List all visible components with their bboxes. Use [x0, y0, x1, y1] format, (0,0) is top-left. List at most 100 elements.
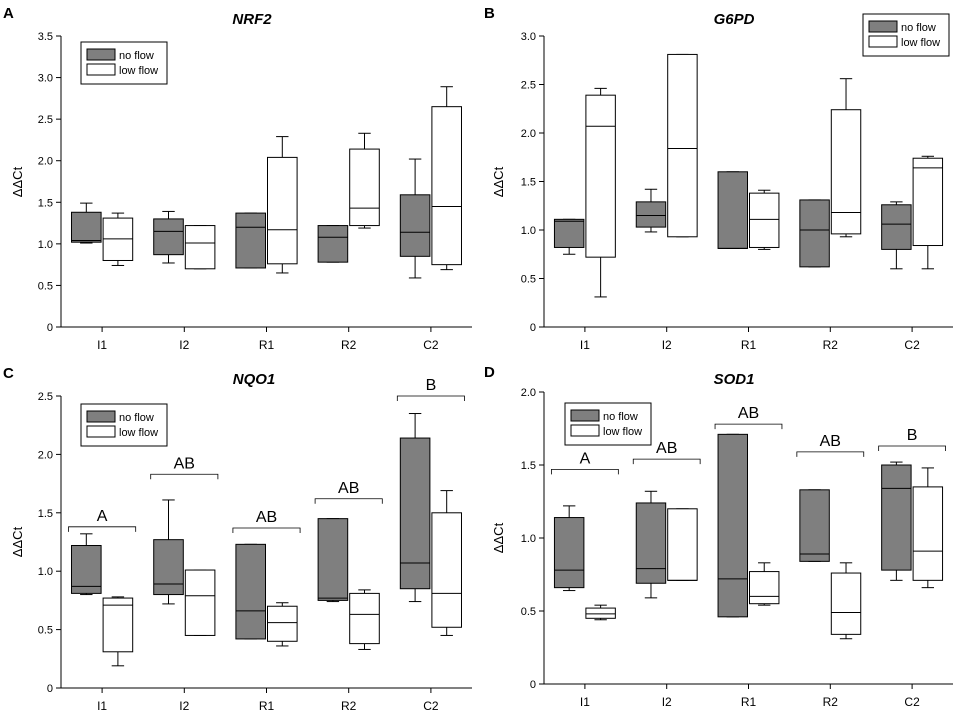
- panel-d: D SOD1 ΔΔCt 0 0.5 1.0 1.5 2.0 I1 I2 R1 R2 C2 A AB AB AB B…: [484, 364, 953, 709]
- box-body: [267, 605, 298, 642]
- significance-label-r1: AB: [232, 509, 301, 533]
- significance-bracket: [796, 451, 865, 457]
- box-body: [184, 225, 216, 270]
- box-body: [717, 171, 749, 249]
- y-tick-label: 2.0: [521, 387, 536, 399]
- box-low-flow-r1: [749, 189, 780, 250]
- box-low-flow-i2: [667, 508, 698, 581]
- box-no-flow-i2: [635, 490, 667, 599]
- box-no-flow-i1: [553, 505, 585, 592]
- box-body: [235, 212, 267, 269]
- legend-swatch-no-flow: [868, 20, 898, 33]
- box-low-flow-r1: [267, 136, 298, 274]
- significance-label-i1: A: [68, 508, 137, 532]
- box-body: [830, 109, 862, 235]
- x-tick-label-r1: R1: [741, 695, 757, 709]
- box-body: [153, 539, 184, 596]
- box-body: [553, 218, 585, 248]
- y-tick-label: 1.5: [521, 460, 536, 472]
- panel-letter: C: [3, 365, 14, 382]
- box-body: [553, 517, 585, 589]
- significance-bracket: [314, 498, 383, 504]
- significance-text: B: [426, 377, 437, 394]
- box-low-flow-i1: [102, 596, 134, 667]
- panel-letter: D: [484, 364, 495, 381]
- legend: no flow low flow: [80, 41, 168, 85]
- panel-letter: A: [3, 5, 14, 22]
- significance-text: AB: [656, 440, 677, 457]
- box-no-flow-r2: [799, 199, 830, 268]
- y-tick-label: 0: [47, 683, 53, 695]
- significance-label-c2: B: [878, 427, 946, 452]
- significance-bracket: [714, 423, 783, 430]
- x-tick-label-r2: R2: [823, 338, 839, 352]
- box-low-flow-c2: [431, 490, 462, 636]
- box-no-flow-r1: [717, 171, 749, 249]
- box-body: [431, 106, 462, 266]
- box-no-flow-i1: [71, 202, 102, 244]
- box-no-flow-r1: [717, 433, 749, 618]
- box-low-flow-r2: [830, 562, 862, 640]
- x-tick-label-i1: I1: [97, 699, 107, 712]
- legend-label-low-flow: low flow: [119, 65, 158, 77]
- box-body: [349, 148, 380, 227]
- box-low-flow-r2: [349, 589, 380, 650]
- box-body: [267, 156, 298, 265]
- legend-swatch-no-flow: [86, 410, 116, 423]
- box-no-flow-c2: [881, 461, 912, 581]
- box-body: [585, 94, 616, 258]
- y-tick-label: 0.5: [38, 625, 53, 637]
- box-low-flow-r1: [267, 602, 298, 647]
- box-body: [881, 204, 912, 250]
- x-tick-label-r1: R1: [259, 338, 275, 352]
- legend-label-no-flow: no flow: [119, 412, 154, 424]
- x-tick-label-i1: I1: [97, 338, 107, 352]
- y-axis-label: ΔΔCt: [491, 166, 506, 197]
- panel-a: A NRF2 ΔΔCt 0 0.5 1.0 1.5 2.0 2.5 3.0 3.5 I1 I2 R1 R2 C…: [3, 5, 472, 352]
- box-body: [799, 199, 830, 268]
- chart-title: G6PD: [714, 11, 755, 28]
- box-body: [667, 508, 698, 581]
- panel-b: B G6PD ΔΔCt 0 0.5 1.0 1.5 2.0 2.5 3.0 I1 I2 R1 R2 C2 no…: [484, 5, 953, 352]
- significance-text: A: [97, 508, 108, 525]
- box-low-flow-c2: [912, 155, 944, 270]
- y-tick-label: 0.5: [521, 606, 536, 618]
- x-tick-label-r2: R2: [341, 699, 357, 712]
- box-low-flow-r2: [830, 78, 862, 238]
- y-tick-label: 2.5: [521, 80, 536, 92]
- significance-bracket: [232, 527, 301, 533]
- y-tick-label: 3.0: [521, 31, 536, 43]
- legend-swatch-no-flow: [86, 48, 116, 61]
- box-no-flow-r1: [235, 543, 267, 640]
- y-tick-label: 1.5: [38, 197, 53, 209]
- x-tick-label-r2: R2: [341, 338, 357, 352]
- box-body: [881, 464, 912, 571]
- legend-frame: [564, 402, 652, 446]
- box-body: [635, 502, 667, 584]
- box-body: [749, 571, 780, 605]
- significance-label-c2: B: [396, 377, 465, 401]
- box-body: [71, 211, 102, 243]
- legend-label-low-flow: low flow: [603, 426, 642, 438]
- y-tick-label: 2.0: [38, 449, 53, 461]
- chart-title: SOD1: [714, 371, 755, 388]
- box-low-flow-i2: [184, 569, 216, 636]
- x-tick-label-c2: C2: [904, 695, 920, 709]
- legend-label-no-flow: no flow: [119, 50, 154, 62]
- x-tick-label-i1: I1: [580, 695, 590, 709]
- box-no-flow-r2: [799, 489, 830, 562]
- y-tick-label: 1.5: [521, 177, 536, 189]
- y-tick-label: 0: [530, 322, 536, 334]
- significance-text: AB: [738, 405, 759, 422]
- legend-label-no-flow: no flow: [603, 411, 638, 423]
- box-body: [912, 157, 944, 247]
- significance-text: AB: [174, 455, 195, 472]
- box-body: [184, 569, 216, 636]
- significance-bracket: [396, 395, 465, 401]
- significance-bracket: [68, 526, 137, 532]
- x-tick-label-c2: C2: [423, 699, 439, 712]
- box-no-flow-i2: [635, 188, 667, 233]
- box-body: [667, 53, 698, 238]
- box-body: [317, 225, 349, 263]
